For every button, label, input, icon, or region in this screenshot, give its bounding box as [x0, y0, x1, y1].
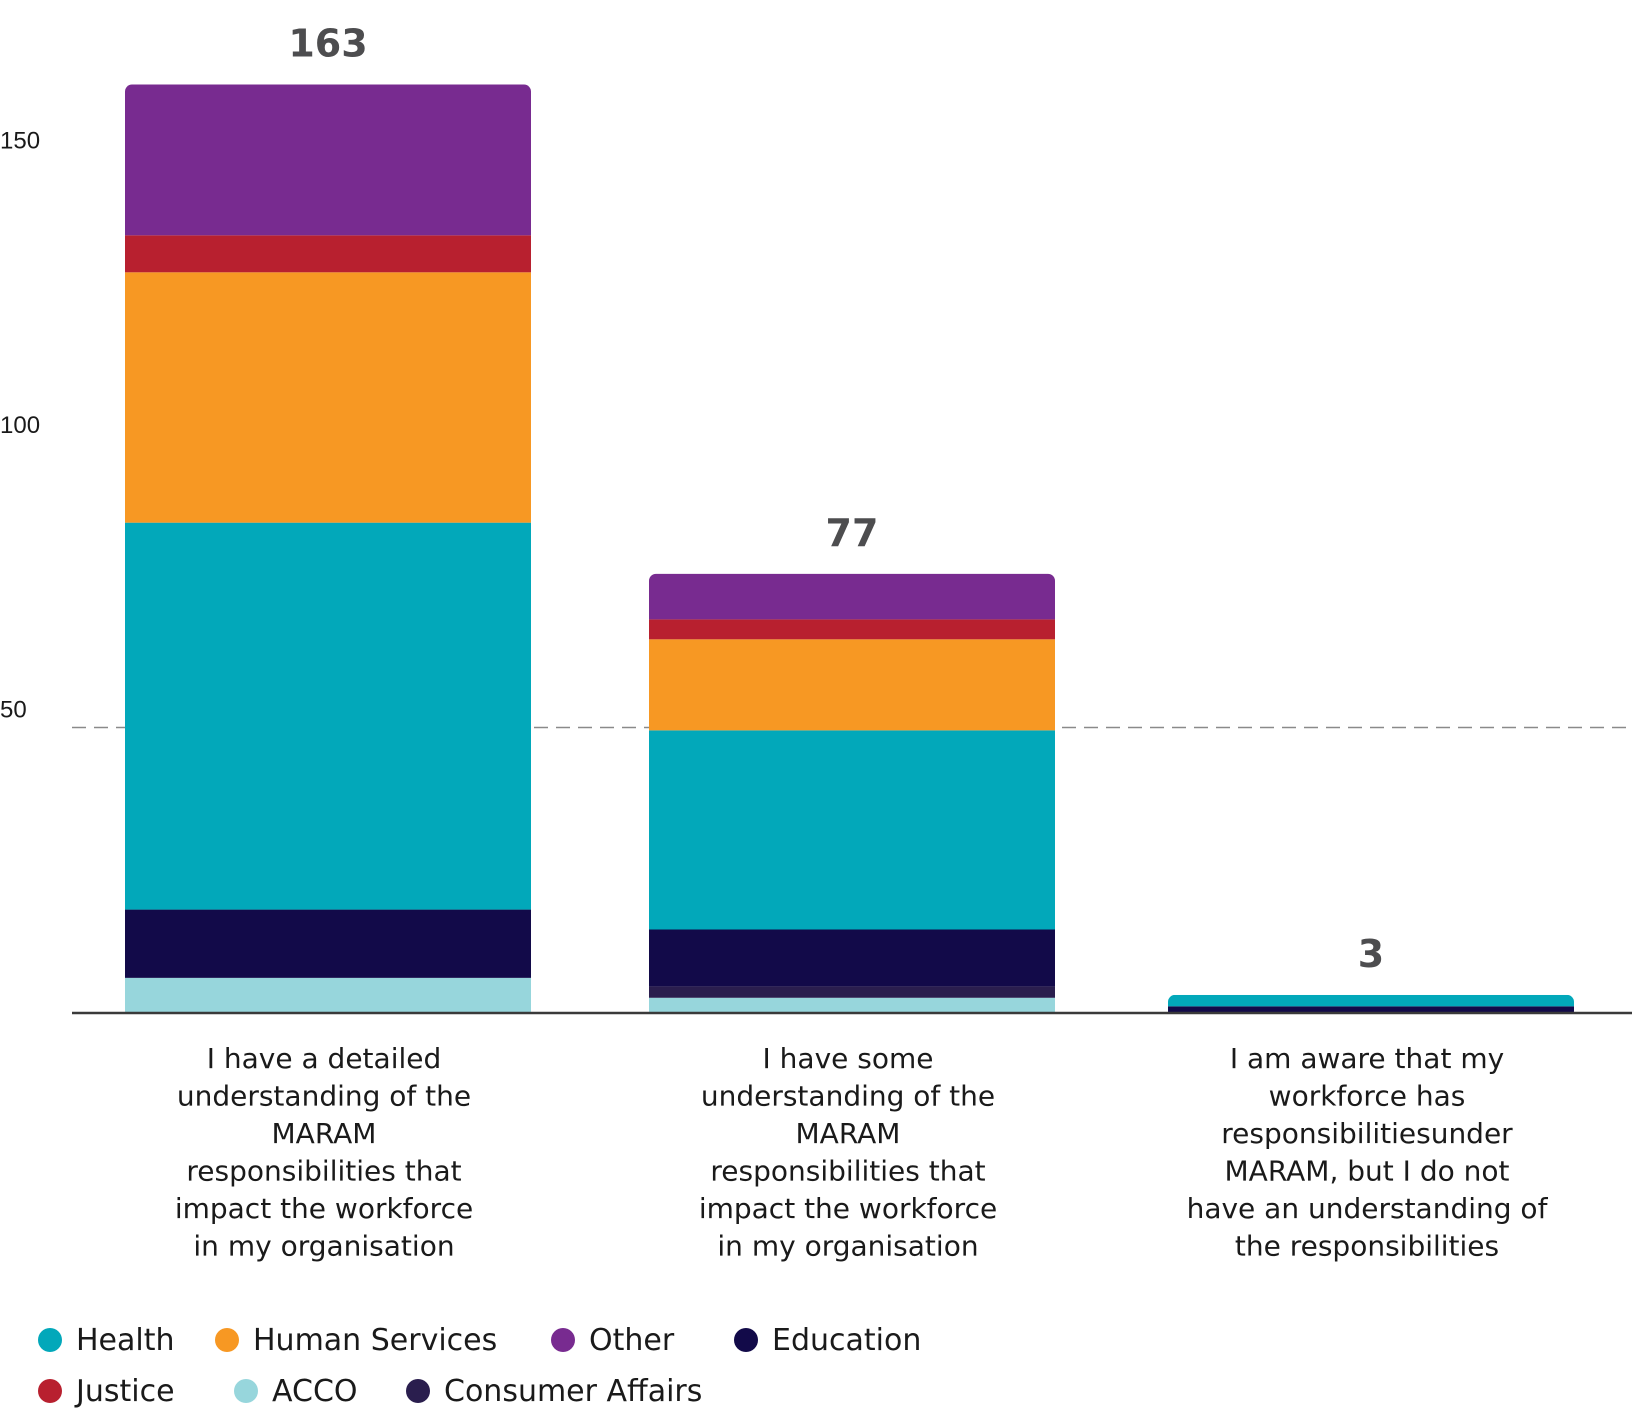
category-label-line: the responsibilities — [1235, 1230, 1499, 1263]
bar-total-label: 77 — [826, 511, 879, 555]
bar-total-label: 3 — [1358, 932, 1384, 976]
bar-segment-health — [649, 730, 1055, 930]
category-label-line: have an understanding of — [1187, 1192, 1549, 1225]
category-label-line: MARAM — [272, 1117, 377, 1150]
legend-label-justice: Justice — [74, 1374, 175, 1409]
category-label-line: MARAM, but I do not — [1225, 1155, 1510, 1188]
legend-dot-justice — [38, 1379, 62, 1403]
bar-segment-education — [649, 929, 1055, 987]
legend-label-health: Health — [76, 1323, 175, 1358]
bar-segment-acco — [125, 977, 531, 1012]
y-tick-label: 50 — [0, 697, 27, 724]
category-label-line: workforce has — [1269, 1080, 1466, 1113]
category-label-line: I have a detailed — [207, 1042, 442, 1075]
legend-dot-human-services — [215, 1328, 239, 1352]
category-label-line: in my organisation — [717, 1230, 978, 1263]
category-label-line: I have some — [763, 1042, 934, 1075]
category-label-line: responsibilitiesunder — [1221, 1117, 1513, 1150]
category-label-line: impact the workforce — [699, 1192, 997, 1225]
bar-segment-human-services — [125, 272, 531, 523]
category-label-line: responsibilities that — [186, 1155, 461, 1188]
category-label-line: understanding of the — [701, 1080, 995, 1113]
legend-dot-consumer-affairs — [406, 1379, 430, 1403]
bar-segment-other — [649, 573, 1055, 620]
y-tick-label: 150 — [0, 128, 40, 155]
legend-label-other: Other — [589, 1323, 675, 1358]
bar-segment-education — [1168, 1006, 1574, 1012]
category-label-line: I am aware that my — [1230, 1042, 1504, 1075]
legend-dot-other — [551, 1328, 575, 1352]
bar-segment-human-services — [649, 639, 1055, 731]
bar-segment-education — [125, 909, 531, 978]
y-tick-label: 100 — [0, 412, 40, 439]
bar-segment-acco — [649, 997, 1055, 1012]
category-label-line: MARAM — [796, 1117, 901, 1150]
category-label-line: impact the workforce — [175, 1192, 473, 1225]
legend-label-acco: ACCO — [272, 1374, 358, 1409]
bar-segment-justice — [649, 619, 1055, 640]
category-label-line: understanding of the — [177, 1080, 471, 1113]
legend-dot-acco — [234, 1379, 258, 1403]
legend-dot-health — [38, 1328, 62, 1352]
category-label-line: in my organisation — [193, 1230, 454, 1263]
bar-segment-other — [125, 84, 531, 236]
bar-segment-justice — [125, 235, 531, 273]
category-label-line: responsibilities that — [710, 1155, 985, 1188]
legend-label-human-services: Human Services — [253, 1323, 497, 1358]
bar-segment-health — [1168, 994, 1574, 1007]
bar-stack-1 — [125, 84, 531, 1012]
legend-dot-education — [734, 1328, 758, 1352]
bar-segment-health — [125, 522, 531, 910]
legend-label-consumer-affairs: Consumer Affairs — [444, 1374, 702, 1409]
bar-segment-consumer-affairs — [649, 986, 1055, 998]
bar-total-label: 163 — [288, 22, 367, 66]
legend-label-education: Education — [772, 1323, 921, 1358]
bar-stack-2 — [649, 573, 1055, 1012]
bar-stack-3 — [1168, 994, 1574, 1012]
